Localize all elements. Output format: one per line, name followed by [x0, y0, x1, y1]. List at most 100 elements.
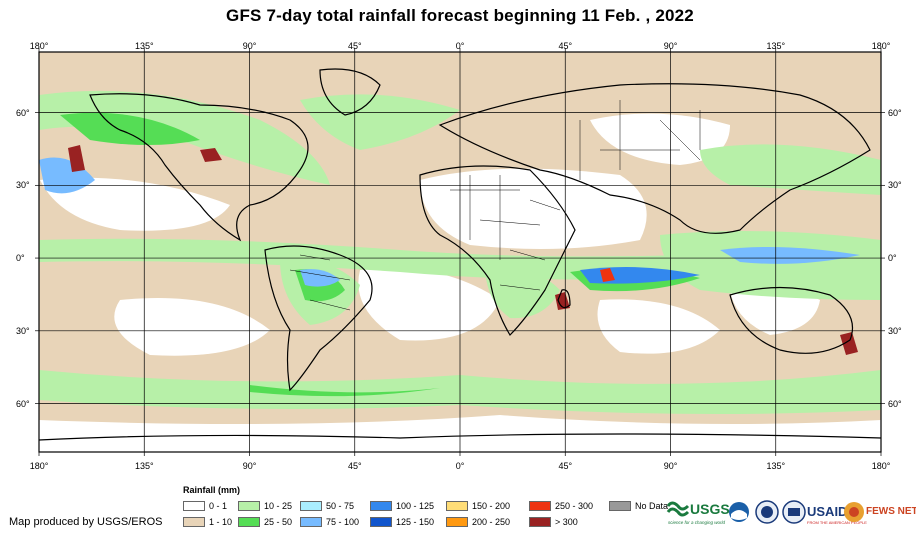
- legend-title: Rainfall (mm): [183, 485, 241, 495]
- axis-tick-label: 30°: [888, 180, 902, 191]
- dry-zone-central-asia: [590, 113, 730, 165]
- extreme-rain-australia: [840, 332, 858, 355]
- legend-item: 200 - 250: [446, 516, 510, 527]
- usaid-logo: USAID FROM THE AMERICAN PEOPLE: [782, 500, 867, 525]
- axis-tick-label: 0°: [888, 253, 897, 264]
- coast-greenland: [319, 68, 381, 116]
- legend-swatch: [609, 500, 631, 511]
- legend-item: 0 - 1: [183, 500, 227, 511]
- dry-zone-north-pacific: [40, 177, 230, 231]
- map-title: GFS 7-day total rainfall forecast beginn…: [226, 6, 694, 25]
- legend-label: 125 - 150: [396, 516, 435, 527]
- axis-tick-label: 45°: [347, 461, 362, 471]
- legend-label: 75 - 100: [326, 516, 360, 527]
- dry-zone-australia: [730, 286, 820, 335]
- axis-tick-label: 45°: [558, 41, 573, 51]
- legend-item: 1 - 10: [183, 516, 232, 527]
- legend-label: 250 - 300: [555, 500, 594, 511]
- coast-africa: [419, 165, 576, 336]
- graticule: [35, 48, 885, 456]
- axis-tick-label: 45°: [558, 461, 573, 471]
- dry-zone-sahara: [420, 168, 647, 249]
- legend-swatch: [370, 500, 392, 511]
- noaa-logo: [729, 502, 749, 522]
- legend-label: 10 - 25: [264, 500, 293, 511]
- legend-swatch: [183, 500, 205, 511]
- axis-tick-label: 90°: [663, 41, 678, 51]
- axis-tick-label: 180°: [29, 41, 49, 51]
- legend-label: 50 - 75: [326, 500, 355, 511]
- legend-swatch: [446, 500, 468, 511]
- fewsnet-wordmark: FEWS NET: [866, 506, 916, 517]
- extreme-rain-north-america: [200, 148, 222, 162]
- usaid-tagline: FROM THE AMERICAN PEOPLE: [807, 520, 867, 525]
- legend-item: 10 - 25: [238, 500, 292, 511]
- legend-label: 200 - 250: [472, 516, 511, 527]
- usgs-tagline: science for a changing world: [668, 520, 726, 525]
- legend-swatch: [238, 500, 260, 511]
- axis-tick-label: 0°: [455, 461, 465, 471]
- axis-tick-label: 45°: [347, 41, 362, 51]
- map-frame: [38, 51, 882, 453]
- legend-swatch: [238, 516, 260, 527]
- legend-label: > 300: [555, 516, 578, 527]
- coast-madagascar: [557, 289, 571, 309]
- legend-label: 100 - 125: [396, 500, 435, 511]
- legend-label: 1 - 10: [209, 516, 233, 527]
- legend-item: No Data: [609, 500, 668, 511]
- extreme-rain-pacific: [68, 145, 85, 172]
- axis-tick-label: 135°: [766, 41, 786, 51]
- country-borders: [289, 100, 701, 311]
- legend-item: 50 - 75: [300, 500, 354, 511]
- axis-tick-label: 30°: [888, 325, 902, 336]
- legend-swatch: [529, 500, 551, 511]
- legend-item: 100 - 125: [370, 500, 434, 511]
- agency-logos: USGS science for a changing world USAID …: [666, 500, 916, 525]
- legend-swatch: [370, 516, 392, 527]
- usgs-wordmark: USGS: [690, 501, 730, 517]
- legend-label: No Data: [635, 500, 669, 511]
- extreme-rain-indian-ocean: [600, 268, 615, 282]
- rain-core-north-pacific: [60, 112, 200, 145]
- coast-south-america: [264, 245, 373, 392]
- legend-item: > 300: [529, 516, 578, 527]
- rain-band-east-asia: [700, 144, 881, 195]
- legend-label: 0 - 1: [209, 500, 228, 511]
- legend-item: 25 - 50: [238, 516, 292, 527]
- axis-tick-label: 135°: [766, 461, 786, 471]
- dhs-seal-logo: [755, 500, 779, 524]
- axis-tick-label: 135°: [134, 41, 154, 51]
- legend-label: 150 - 200: [472, 500, 511, 511]
- dry-zone-indian-ocean: [597, 299, 720, 354]
- heavy-rain-north-pacific-west: [39, 157, 95, 194]
- axis-tick-label: 60°: [16, 398, 30, 409]
- axis-tick-label: 30°: [16, 180, 30, 191]
- legend-swatch: [446, 516, 468, 527]
- legend-swatch: [183, 516, 205, 527]
- axis-tick-label: 90°: [242, 41, 257, 51]
- axis-tick-label: 0°: [16, 253, 25, 264]
- credit-text: Map produced by USGS/EROS: [9, 516, 163, 528]
- axis-tick-label: 90°: [242, 461, 257, 471]
- heavy-rain-maritime: [720, 246, 860, 264]
- axis-tick-label: 135°: [134, 461, 154, 471]
- legend-item: 250 - 300: [529, 500, 593, 511]
- axis-tick-label: 60°: [888, 107, 902, 118]
- coast-eurasia: [438, 83, 871, 234]
- dry-zone-south-pacific: [114, 298, 271, 356]
- usaid-wordmark: USAID: [807, 504, 847, 519]
- axis-tick-label: 60°: [16, 107, 30, 118]
- fewsnet-logo: FEWS NET: [844, 502, 916, 522]
- axis-tick-label: 60°: [888, 398, 902, 409]
- rain-band-southern-africa: [485, 264, 560, 319]
- coast-north-america: [89, 93, 309, 242]
- dry-zone-south-atlantic: [358, 268, 500, 341]
- coastlines: [39, 68, 881, 441]
- usgs-logo: USGS science for a changing world: [666, 501, 730, 525]
- coast-australia: [729, 286, 854, 354]
- legend-item: 75 - 100: [300, 516, 359, 527]
- legend-swatch: [300, 500, 322, 511]
- legend-item: 125 - 150: [370, 516, 434, 527]
- legend-label: 25 - 50: [264, 516, 293, 527]
